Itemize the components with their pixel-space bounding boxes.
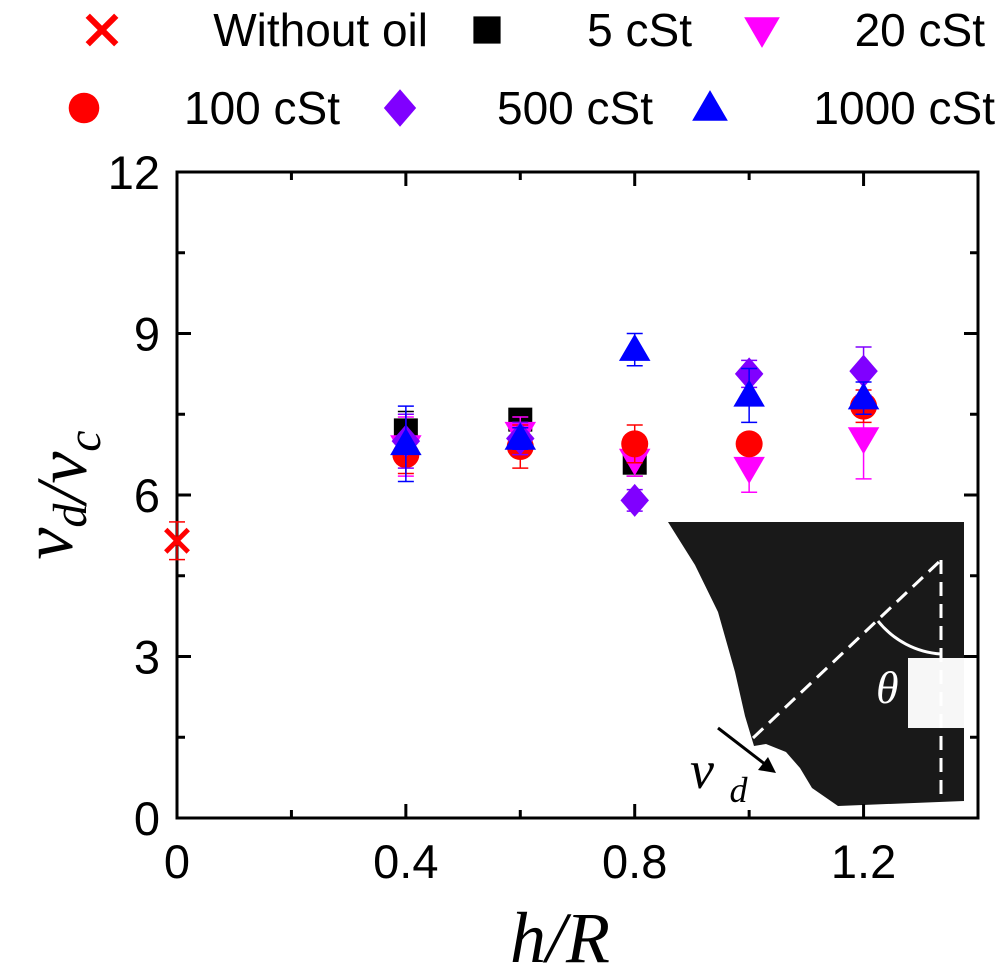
data-point [849, 354, 878, 388]
x-tick-label: 0.4 [373, 835, 438, 888]
x-tick-label: 0.8 [602, 835, 667, 888]
legend-label: 20 cSt [855, 4, 986, 56]
x-axis-label: h/R [510, 898, 610, 977]
series-1000-cst [390, 332, 880, 483]
legend-label: 500 cSt [497, 82, 653, 134]
inset-dark-region [668, 522, 964, 806]
y-tick-label: 6 [134, 469, 160, 522]
data-point [504, 422, 537, 450]
legend-item: 5 cSt [473, 4, 692, 56]
y-axis-label: vd/vc [8, 430, 111, 559]
legend-marker [68, 92, 100, 124]
inset-photo: θ v d [668, 522, 964, 810]
series-without-oil [164, 521, 190, 561]
y-axis-label-base: /v [22, 452, 102, 508]
data-point [164, 527, 190, 554]
velocity-symbol: v [690, 740, 714, 800]
data-point-stroke [164, 527, 190, 554]
y-axis-label-base: v [8, 528, 88, 560]
data-point [620, 483, 649, 517]
legend-item: 20 cSt [744, 4, 985, 56]
y-tick-label: 12 [108, 146, 160, 199]
data-point [733, 379, 765, 407]
legend-marker [744, 17, 780, 48]
y-tick-label: 3 [134, 631, 160, 684]
y-tick-label: 9 [134, 308, 160, 361]
data-point [618, 333, 651, 361]
legend: Without oil 5 cSt 20 cSt 100 cSt 500 cSt 1000… [68, 4, 995, 134]
legend-item: Without oil [85, 4, 428, 56]
inset-angle-arc [876, 620, 942, 656]
legend-marker-stroke [85, 13, 119, 47]
data-marks [164, 332, 880, 561]
legend-marker [383, 89, 417, 127]
y-axis-label-subscript: d [44, 503, 97, 528]
y-tick-label: 0 [134, 792, 160, 845]
velocity-arrowhead [758, 757, 776, 773]
data-point [735, 430, 763, 458]
inset-velocity-label: v d [690, 740, 748, 810]
legend-item: 500 cSt [383, 82, 653, 134]
x-tick-label: 1.2 [831, 835, 896, 888]
legend-label: 100 cSt [184, 82, 340, 134]
velocity-subscript: d [729, 770, 748, 810]
legend-marker [692, 90, 728, 121]
legend-label: 1000 cSt [813, 82, 995, 134]
data-point [733, 456, 765, 484]
legend-item: 100 cSt [68, 82, 340, 134]
inset-bright-patch [908, 658, 964, 728]
legend-label: 5 cSt [587, 4, 692, 56]
velocity-arrow [717, 726, 771, 770]
legend-item: 1000 cSt [692, 82, 995, 134]
data-point [621, 430, 649, 458]
legend-label: Without oil [213, 4, 428, 56]
legend-marker [85, 13, 119, 47]
series-100-cst [392, 389, 878, 475]
data-point [390, 428, 422, 456]
data-point [847, 382, 880, 410]
x-tick-label: 0 [164, 835, 190, 888]
y-axis-label-subscript: c [58, 430, 111, 451]
legend-marker [473, 16, 501, 44]
inset-angle-label: θ [876, 662, 899, 713]
data-point [847, 427, 880, 455]
